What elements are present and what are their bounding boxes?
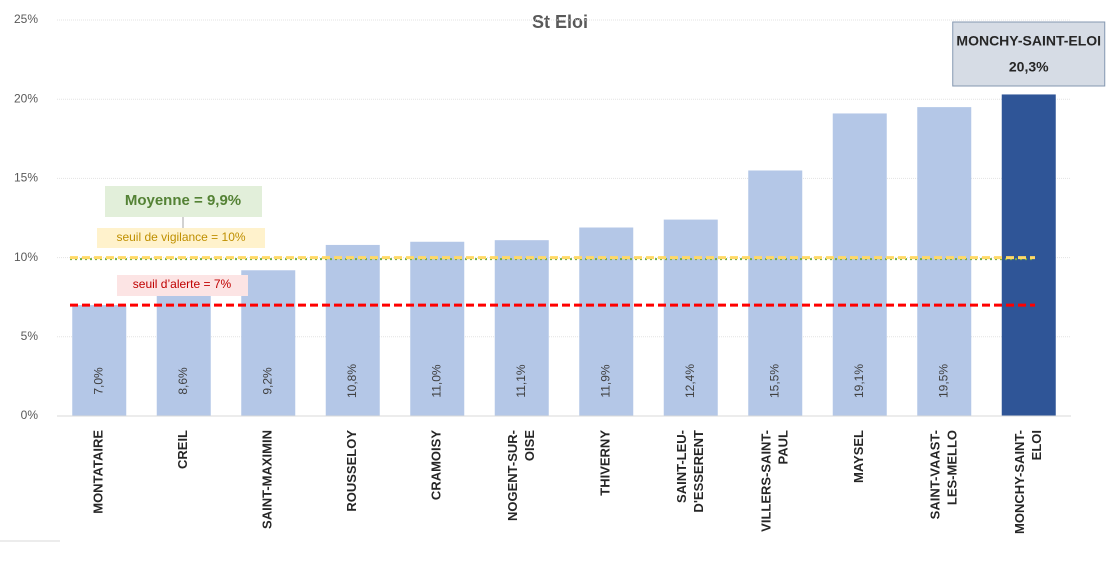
value-label: 19,5% — [936, 364, 950, 398]
y-tick-label: 10% — [14, 250, 38, 264]
y-tick-label: 0% — [21, 408, 39, 422]
x-tick-label: VILLERS-SAINT- PAUL — [759, 430, 791, 532]
label-line: PAUL — [776, 430, 791, 464]
value-label: 11,0% — [429, 364, 443, 397]
reference-label: seuil d’alerte = 7% — [133, 277, 232, 291]
value-label: 11,9% — [598, 364, 612, 397]
x-tick-label: MONTATAIRE — [91, 430, 106, 514]
reference-label-box — [97, 228, 265, 248]
label-line: MONCHY-SAINT- — [1012, 430, 1027, 534]
x-tick-label: ROUSSELOY — [344, 430, 359, 512]
callout-value: 20,3% — [1009, 59, 1049, 75]
callout-title: MONCHY-SAINT-ELOI — [956, 33, 1101, 49]
value-label: 12,4% — [683, 364, 697, 398]
label-line: ROUSSELOY — [344, 430, 359, 512]
x-tick-label: MAYSEL — [851, 430, 866, 483]
x-tick-label: CRAMOISY — [429, 430, 444, 500]
value-label: 9,2% — [260, 367, 274, 395]
value-label: 10,8% — [345, 364, 359, 398]
y-tick-label: 20% — [14, 91, 38, 105]
reference-label: Moyenne = 9,9% — [125, 192, 241, 209]
label-line: D'ESSERENT — [691, 430, 706, 513]
y-tick-label: 15% — [14, 171, 38, 185]
x-tick-label: CREIL — [175, 430, 190, 469]
label-line: CRAMOISY — [429, 430, 444, 500]
x-tick-label: MONCHY-SAINT- ELOI — [1012, 430, 1044, 534]
value-label: 7,0% — [91, 367, 105, 395]
value-label: 11,1% — [514, 364, 528, 397]
value-label: 15,5% — [767, 364, 781, 398]
bar — [325, 244, 380, 416]
bar — [494, 240, 549, 416]
label-line: OISE — [522, 430, 537, 461]
label-line: CREIL — [175, 430, 190, 469]
bar — [156, 279, 211, 416]
label-line: THIVERNY — [598, 430, 613, 496]
x-tick-label: SAINT-MAXIMIN — [260, 430, 275, 529]
x-tick-label: NOGENT-SUR- OISE — [505, 430, 537, 521]
label-line: SAINT-VAAST- — [928, 430, 943, 519]
reference-label: seuil de vigilance = 10% — [116, 230, 245, 244]
x-tick-label: SAINT-LEU- D'ESSERENT — [674, 430, 706, 513]
label-line: NOGENT-SUR- — [505, 430, 520, 521]
label-line: MONTATAIRE — [91, 430, 106, 514]
bar — [72, 305, 127, 416]
label-line: VILLERS-SAINT- — [759, 430, 774, 532]
x-tick-label: THIVERNY — [598, 430, 613, 496]
callout-box — [952, 21, 1106, 87]
label-line: LES-MELLO — [945, 430, 960, 505]
y-tick-label: 5% — [21, 329, 39, 343]
chart-title: St Eloi — [532, 12, 588, 32]
x-tick-label: SAINT-VAAST- LES-MELLO — [928, 430, 960, 519]
bar — [410, 241, 465, 416]
bar — [1001, 94, 1056, 416]
bar — [832, 113, 887, 417]
label-line: ELOI — [1029, 430, 1044, 460]
reference-label-box — [117, 275, 248, 296]
bar — [917, 107, 972, 417]
value-label: 8,6% — [176, 367, 190, 395]
reference-label-box — [105, 186, 262, 217]
label-line: SAINT-MAXIMIN — [260, 430, 275, 529]
label-line: MAYSEL — [851, 430, 866, 483]
bar — [663, 219, 718, 416]
bar — [241, 270, 296, 416]
y-tick-label: 25% — [14, 12, 38, 26]
label-line: SAINT-LEU- — [674, 430, 689, 503]
bar — [748, 170, 803, 416]
value-label: 19,1% — [852, 364, 866, 398]
